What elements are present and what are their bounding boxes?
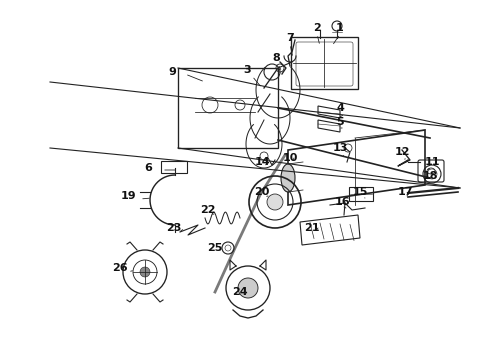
Text: 25: 25 bbox=[207, 243, 222, 253]
Text: 17: 17 bbox=[397, 187, 413, 197]
Circle shape bbox=[267, 194, 283, 210]
Text: 5: 5 bbox=[336, 117, 344, 127]
Text: 20: 20 bbox=[254, 187, 270, 197]
Text: 22: 22 bbox=[200, 205, 216, 215]
Text: 21: 21 bbox=[304, 223, 320, 233]
Text: 26: 26 bbox=[112, 263, 128, 273]
Text: 11: 11 bbox=[424, 157, 440, 167]
Text: 7: 7 bbox=[286, 33, 294, 43]
Text: 1: 1 bbox=[336, 23, 344, 33]
Ellipse shape bbox=[281, 164, 295, 192]
Text: 10: 10 bbox=[282, 153, 298, 163]
Text: 16: 16 bbox=[334, 197, 350, 207]
Text: 18: 18 bbox=[422, 171, 438, 181]
Text: 14: 14 bbox=[254, 157, 270, 167]
Text: 12: 12 bbox=[394, 147, 410, 157]
Text: 23: 23 bbox=[166, 223, 182, 233]
Text: 3: 3 bbox=[243, 65, 251, 75]
Text: 2: 2 bbox=[313, 23, 321, 33]
Text: 8: 8 bbox=[272, 53, 280, 63]
Text: 24: 24 bbox=[232, 287, 248, 297]
Text: 13: 13 bbox=[332, 143, 348, 153]
Circle shape bbox=[238, 278, 258, 298]
Text: 9: 9 bbox=[168, 67, 176, 77]
Text: 19: 19 bbox=[120, 191, 136, 201]
Text: 4: 4 bbox=[336, 103, 344, 113]
Text: 15: 15 bbox=[352, 187, 368, 197]
Circle shape bbox=[140, 267, 150, 277]
Text: 6: 6 bbox=[144, 163, 152, 173]
